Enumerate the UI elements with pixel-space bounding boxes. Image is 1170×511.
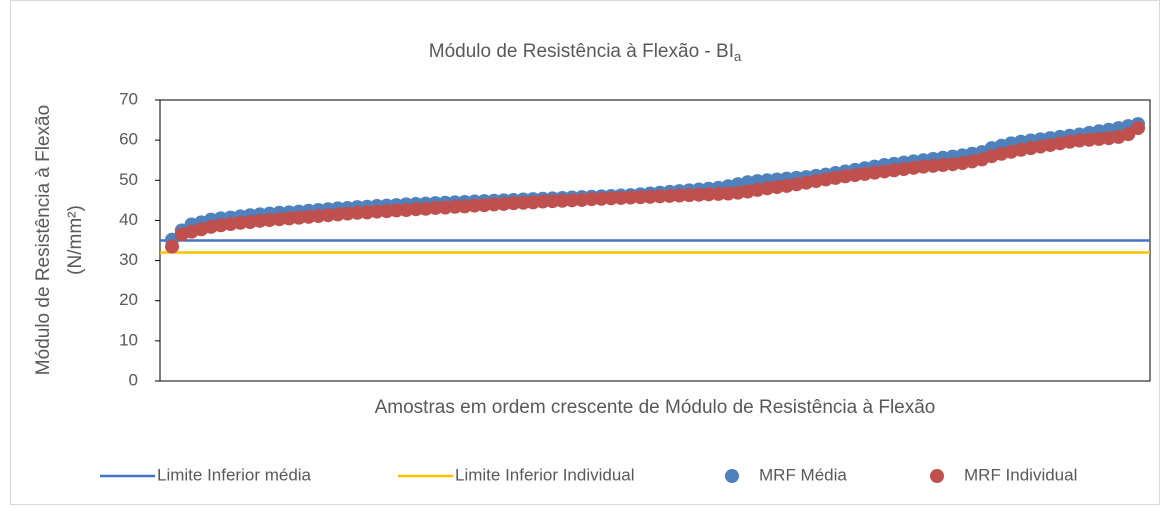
y-axis-label: (N/mm²): [65, 205, 86, 275]
y-tick-label: 0: [129, 370, 138, 389]
legend-swatch: [725, 469, 739, 483]
chart-title: Módulo de Resistência à Flexão - BIa: [429, 41, 742, 64]
legend-label: MRF Média: [759, 465, 847, 484]
y-tick-label: 50: [119, 170, 138, 189]
legend-label: MRF Individual: [964, 465, 1077, 484]
title-main: Módulo de Resistência à Flexão - BI: [429, 41, 734, 62]
y-tick-label: 20: [119, 290, 138, 309]
y-tick-label: 60: [119, 130, 138, 149]
legend-label: Limite Inferior média: [157, 465, 312, 484]
y-tick-label: 10: [119, 330, 138, 349]
title-subscript: a: [734, 49, 742, 64]
y-tick-label: 40: [119, 210, 138, 229]
y-axis-label: Módulo de Resistência à Flexão: [33, 105, 54, 375]
x-axis-label: Amostras em ordem crescente de Módulo de…: [375, 397, 936, 418]
y-tick-label: 70: [119, 89, 138, 108]
data-point: [1131, 121, 1145, 136]
y-tick-label: 30: [119, 250, 138, 269]
data-point: [165, 239, 179, 254]
legend-swatch: [930, 469, 944, 483]
legend-label: Limite Inferior Individual: [455, 465, 635, 484]
